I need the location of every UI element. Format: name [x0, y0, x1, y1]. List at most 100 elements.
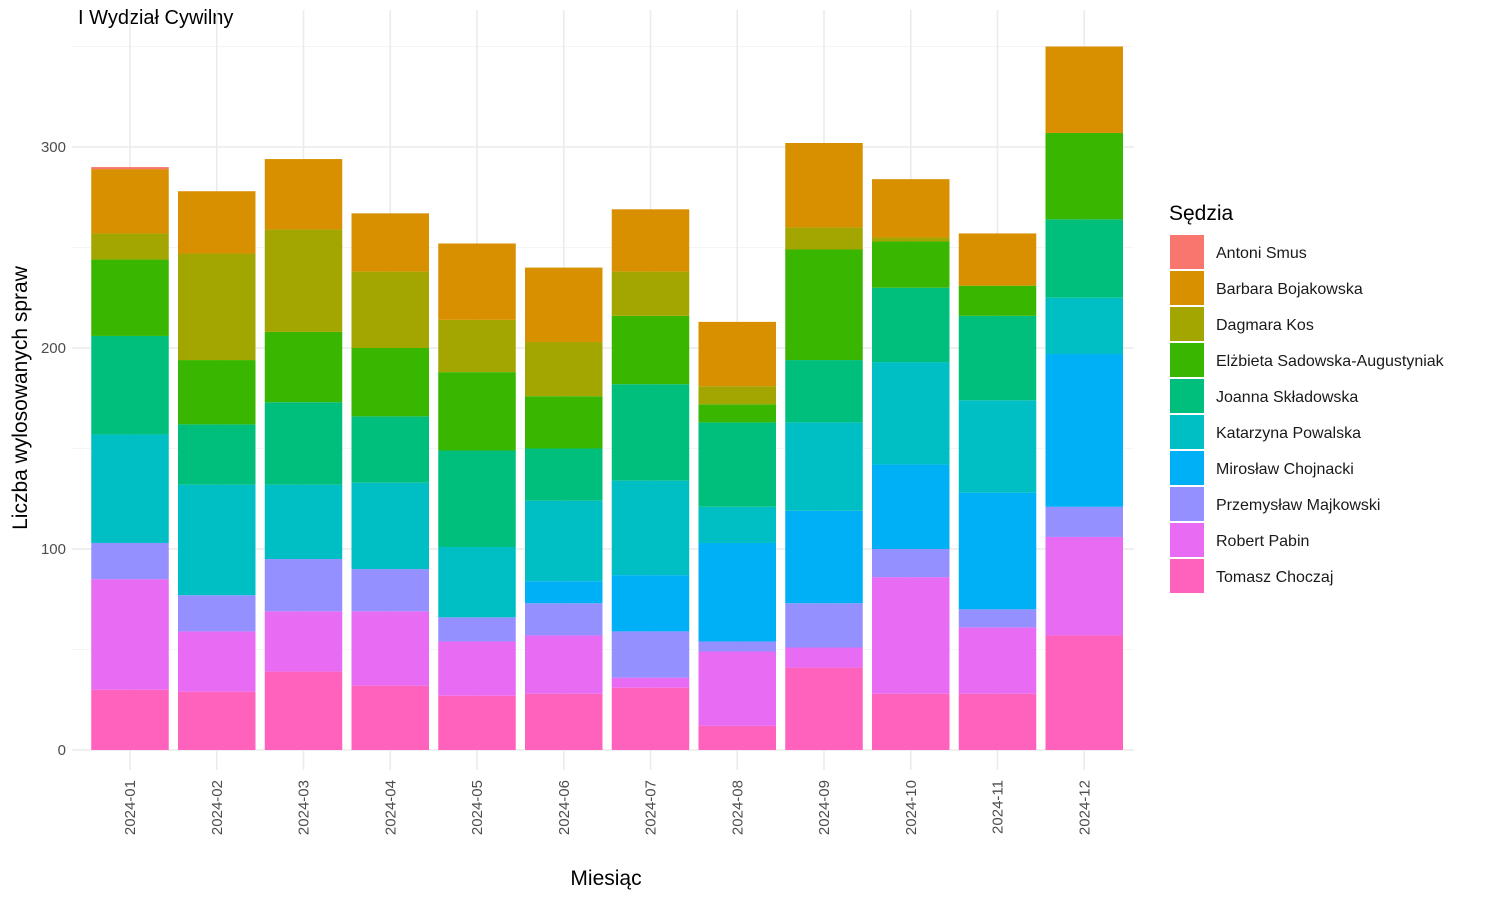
y-tick-label: 100 — [41, 541, 66, 558]
legend-key — [1170, 487, 1204, 521]
bar-segment — [91, 542, 169, 580]
x-tick-label: 2024-07 — [643, 780, 660, 835]
bar-segment — [178, 424, 256, 485]
bar-segment — [611, 209, 690, 272]
bar-segment — [611, 575, 690, 632]
bar-segment — [872, 241, 950, 288]
x-tick-label: 2024-09 — [816, 780, 833, 835]
bar-segment — [611, 384, 690, 481]
bar-segment — [785, 249, 863, 361]
legend-key — [1170, 307, 1204, 341]
x-tick-label: 2024-04 — [382, 780, 399, 835]
bar-segment — [785, 422, 863, 511]
bar-segment — [178, 360, 256, 425]
bar-segment — [264, 402, 343, 485]
bar-segment — [351, 611, 429, 686]
bar-segment — [698, 321, 776, 387]
bar-segment — [958, 627, 1037, 694]
y-tick-label: 200 — [41, 340, 66, 357]
legend-label: Robert Pabin — [1216, 533, 1309, 550]
chart-title: I Wydział Cywilny — [78, 7, 234, 29]
bar-segment — [1045, 354, 1123, 507]
bar-segment — [178, 484, 256, 596]
bar-segment — [438, 641, 516, 696]
bar-segment — [958, 693, 1037, 750]
bar-segment — [438, 243, 516, 320]
bar-segment — [1045, 635, 1123, 750]
legend-label: Przemysław Majkowski — [1216, 497, 1380, 514]
bar-segment — [351, 482, 429, 570]
bar-segment — [958, 492, 1037, 610]
bar-segment — [698, 386, 776, 405]
bar-segment — [351, 569, 429, 612]
bar-segment — [264, 671, 343, 750]
legend-label: Elżbieta Sadowska-Augustyniak — [1216, 353, 1445, 370]
x-tick-label: 2024-02 — [209, 780, 226, 835]
y-tick-label: 0 — [58, 742, 66, 759]
bar-segment — [91, 169, 169, 234]
bar-segment — [958, 285, 1037, 316]
bar-segment — [785, 142, 863, 228]
bar-segment — [1045, 46, 1123, 133]
legend-label: Mirosław Chojnacki — [1216, 461, 1354, 478]
bar-segment — [178, 691, 256, 750]
y-axis-title: Liczba wylosowanych spraw — [9, 265, 32, 530]
legend-label: Barbara Bojakowska — [1216, 281, 1363, 298]
bar-segment — [785, 603, 863, 648]
bar-segment — [351, 416, 429, 483]
bar-segment — [958, 400, 1037, 493]
bar-segment — [611, 631, 690, 678]
bar-segment — [1045, 506, 1123, 537]
bar-segment — [525, 693, 603, 750]
bar-segment — [438, 617, 516, 642]
bar-segment — [264, 559, 343, 612]
bar-segment — [264, 484, 343, 560]
legend-key — [1170, 559, 1204, 593]
bar-segment — [698, 641, 776, 652]
legend-label: Antoni Smus — [1216, 245, 1307, 262]
bar-segment — [698, 651, 776, 726]
legend-label: Tomasz Choczaj — [1216, 569, 1333, 586]
bar-segment — [611, 687, 690, 750]
x-tick-label: 2024-03 — [296, 780, 313, 835]
bar-segment — [611, 480, 690, 576]
bar-segment — [1045, 219, 1123, 298]
bar-segment — [438, 319, 516, 373]
x-tick-label: 2024-10 — [903, 780, 920, 835]
bar-segment — [785, 360, 863, 423]
bar-segment — [178, 191, 256, 254]
bar-segment — [525, 396, 603, 449]
bar-segment — [178, 631, 256, 692]
bar-segment — [611, 271, 690, 316]
x-tick-label: 2024-12 — [1076, 780, 1093, 835]
legend-key — [1170, 523, 1204, 557]
legend-key — [1170, 271, 1204, 305]
x-tick-label: 2024-01 — [122, 780, 139, 835]
bar-segment — [525, 500, 603, 582]
bar-segment — [438, 695, 516, 750]
bar-segment — [698, 422, 776, 507]
bar-segment — [785, 510, 863, 604]
bar-segment — [698, 404, 776, 423]
bars — [91, 46, 1123, 750]
legend: Sędzia Antoni Smus Barbara Bojakowska Dagm… — [1169, 202, 1445, 593]
bar-segment — [785, 227, 863, 250]
bar-segment — [438, 450, 516, 547]
bar-segment — [351, 271, 429, 348]
legend-label: Katarzyna Powalska — [1216, 425, 1361, 442]
bar-segment — [785, 667, 863, 750]
x-tick-label: 2024-11 — [990, 780, 1007, 834]
legend-label: Dagmara Kos — [1216, 317, 1314, 334]
bar-segment — [872, 362, 950, 465]
bar-segment — [525, 267, 603, 342]
bar-segment — [525, 581, 603, 604]
bar-segment — [264, 611, 343, 672]
bar-segment — [351, 685, 429, 750]
legend-key — [1170, 379, 1204, 413]
bar-segment — [872, 287, 950, 363]
bar-segment — [91, 689, 169, 750]
bar-segment — [698, 506, 776, 543]
bar-segment — [1045, 297, 1123, 355]
x-tick-label: 2024-06 — [556, 780, 573, 835]
